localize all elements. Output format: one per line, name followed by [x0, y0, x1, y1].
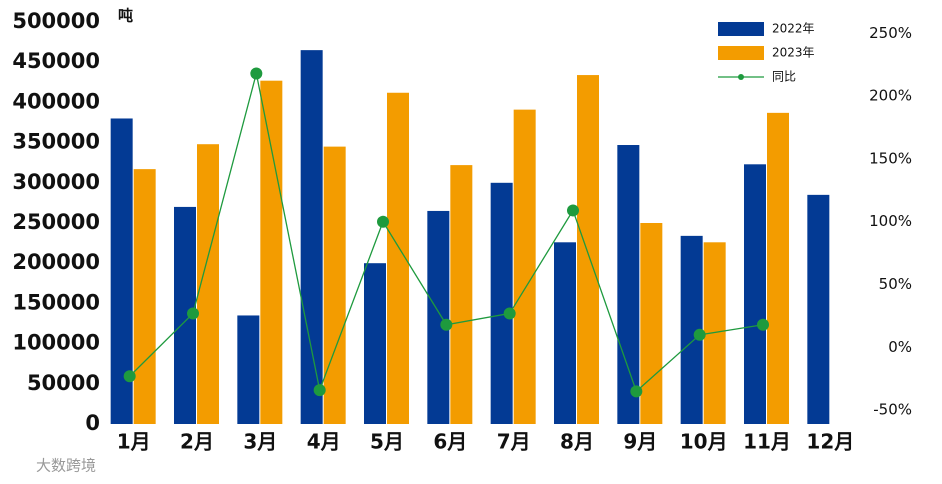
- point: [250, 67, 263, 80]
- y-tick-label: 400000: [12, 89, 100, 113]
- y-tick-label: 500000: [12, 9, 100, 33]
- bar: [133, 169, 156, 424]
- y-tick-label: 350000: [12, 130, 100, 154]
- bar: [174, 206, 196, 424]
- bar: [554, 242, 576, 424]
- legend-label: 2022年: [772, 22, 815, 36]
- bar: [640, 223, 663, 424]
- x-tick-label: 10月: [680, 430, 728, 454]
- bar: [237, 315, 260, 424]
- y-tick-label: 300000: [12, 170, 100, 194]
- bar: [744, 164, 766, 425]
- x-tick-label: 7月: [497, 430, 531, 454]
- point: [693, 328, 706, 341]
- y-tick-label: 100000: [12, 331, 100, 355]
- x-tick-label: 9月: [623, 430, 657, 454]
- bar: [300, 50, 323, 424]
- bar: [513, 109, 536, 425]
- point: [123, 370, 136, 383]
- y2-tick-label: 0%: [888, 338, 912, 356]
- bar: [807, 194, 830, 424]
- legend-label: 2023年: [772, 46, 815, 60]
- y2-tick-label: 200%: [869, 87, 912, 105]
- bar: [680, 235, 703, 424]
- bar: [323, 146, 346, 424]
- point: [503, 307, 516, 320]
- point: [187, 307, 199, 320]
- bar: [490, 182, 513, 424]
- x-tick-label: 3月: [243, 430, 277, 454]
- y-tick-label: 50000: [27, 371, 100, 395]
- x-tick-label: 5月: [370, 430, 404, 454]
- bar: [260, 80, 283, 424]
- x-tick-label: 2月: [180, 430, 214, 454]
- y2-tick-label: 250%: [869, 24, 912, 42]
- x-tick-label: 1月: [117, 430, 151, 454]
- legend-label: 同比: [772, 70, 796, 84]
- bar: [703, 242, 726, 424]
- point: [440, 318, 453, 331]
- point: [567, 204, 579, 217]
- bar: [767, 112, 789, 425]
- y-unit: 吨: [118, 7, 133, 25]
- bar: [197, 144, 219, 424]
- x-tick-label: 8月: [560, 430, 594, 454]
- y-tick-label: 150000: [12, 290, 100, 314]
- y2-tick-label: 150%: [869, 149, 912, 167]
- legend-swatch: [718, 46, 764, 60]
- bar: [110, 118, 133, 424]
- bar: [427, 210, 450, 424]
- bar: [617, 145, 640, 424]
- point: [630, 385, 643, 398]
- y2-tick-label: 50%: [879, 275, 912, 293]
- y2-tick-label: -50%: [873, 401, 912, 419]
- bar: [450, 165, 473, 424]
- watermark: 大数跨境: [36, 457, 96, 475]
- legend-swatch: [718, 22, 764, 36]
- x-tick-label: 11月: [743, 430, 791, 454]
- bar: [387, 92, 409, 424]
- point: [313, 384, 326, 397]
- y-tick-label: 250000: [12, 210, 100, 234]
- bar: [364, 263, 386, 424]
- y-tick-label: 450000: [12, 49, 100, 73]
- bar: [577, 75, 599, 425]
- y-tick-label: 0: [85, 411, 100, 435]
- point: [377, 215, 389, 228]
- legend-swatch: [738, 74, 744, 80]
- x-tick-label: 6月: [433, 430, 467, 454]
- point: [757, 318, 769, 331]
- x-tick-label: 4月: [307, 430, 341, 454]
- y-tick-label: 200000: [12, 250, 100, 274]
- y2-tick-label: 100%: [869, 212, 912, 230]
- x-tick-label: 12月: [806, 430, 854, 454]
